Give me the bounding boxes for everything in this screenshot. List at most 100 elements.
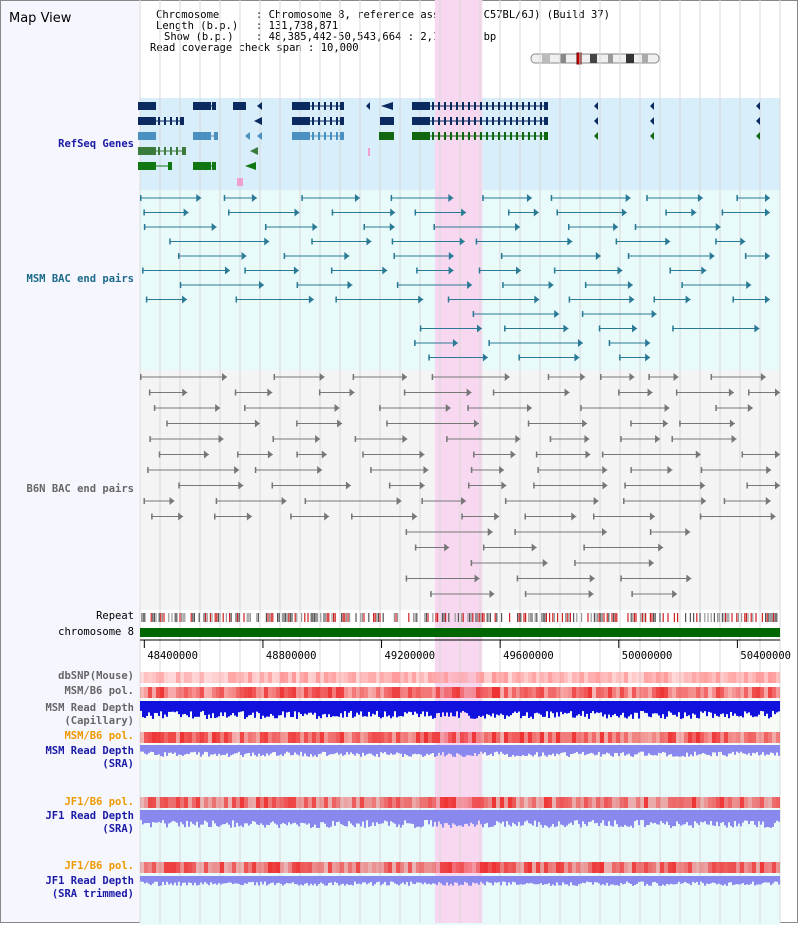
repeat-element <box>616 613 618 622</box>
msm-pol-cell <box>360 687 364 698</box>
msm-cap-depth-bar <box>602 701 604 717</box>
msm-sra-depth-bar <box>384 745 386 752</box>
dbsnp-cell <box>616 672 620 683</box>
msm-cap-depth-bar <box>492 701 494 714</box>
msm-cap-depth-bar <box>420 701 422 715</box>
dbsnp-cell <box>608 672 612 683</box>
repeat-element <box>229 613 231 622</box>
jf1-depth-bar <box>462 810 464 827</box>
jf1-pol2-cell <box>664 862 668 873</box>
msm-sra-depth-bar <box>246 745 248 754</box>
b6n-bac-end <box>334 404 340 412</box>
msm-sra-depth-bar <box>612 745 614 757</box>
msm-cap-depth-bar <box>200 701 202 712</box>
msm-sra-depth-bar <box>704 745 706 754</box>
jf1-pol2-cell <box>532 862 536 873</box>
refseq-gene-exon <box>480 117 482 125</box>
msm-cap-depth-bar <box>724 701 726 717</box>
jf1-depth-bar <box>500 810 502 824</box>
repeat-element <box>168 613 170 622</box>
msm-cap-depth-bar <box>572 701 574 718</box>
jf1-pol2-cell <box>144 862 148 873</box>
jf1-pol-cell <box>584 797 588 808</box>
jf1-pol-cell <box>460 797 464 808</box>
msm-cap-depth-bar <box>552 701 554 714</box>
msm-bac-end <box>476 324 482 333</box>
msm-sra-depth-bar <box>326 745 328 756</box>
b6n-bac-end <box>686 574 692 583</box>
jf1-trim-depth-bar <box>378 876 380 882</box>
jf1-pol2-cell <box>556 862 560 873</box>
jf1-depth-bar <box>364 810 366 828</box>
refseq-gene-exon <box>176 117 178 125</box>
msm-sra-depth-bar <box>608 745 610 754</box>
jf1-trim-depth-bar <box>290 876 292 884</box>
msm-cap-depth-bar <box>290 701 292 718</box>
msm-pol2-cell <box>168 732 172 743</box>
msm-sra-depth-bar <box>686 745 688 753</box>
msm-pol2-cell <box>324 732 328 743</box>
jf1-trim-depth-bar <box>462 876 464 885</box>
jf1-trim-depth-bar <box>382 876 384 884</box>
msm-pol2-cell <box>544 732 548 743</box>
jf1-depth-bar <box>190 810 192 822</box>
jf1-pol2-cell <box>576 862 580 873</box>
repeat-element <box>413 613 415 622</box>
msm-sra-depth-bar <box>328 745 330 755</box>
b6n-bac-end <box>524 591 527 597</box>
msm-sra-depth-bar <box>340 745 342 754</box>
msm-pol-cell <box>248 687 252 698</box>
refseq-gene-mark <box>237 178 243 186</box>
msm-sra-depth-bar <box>318 745 320 754</box>
jf1-depth-bar <box>484 810 486 824</box>
jf1-depth-bar <box>370 810 372 826</box>
dbsnp-cell <box>264 672 268 683</box>
dbsnp-cell <box>588 672 592 683</box>
jf1-trim-depth-bar <box>676 876 678 884</box>
repeat-element <box>155 613 157 622</box>
b6n-bac-end <box>412 512 418 521</box>
refseq-gene-exon <box>292 132 310 140</box>
msm-pol-cell <box>664 687 668 698</box>
jf1-pol2-cell <box>608 862 612 873</box>
b6n-bac-end <box>729 419 735 428</box>
msm-cap-depth-bar <box>594 701 596 714</box>
msm-bac-end <box>526 194 532 202</box>
jf1-pol2-cell <box>184 862 188 873</box>
msm-bac-end <box>507 209 510 216</box>
repeat-element <box>523 613 525 622</box>
msm-sra-depth-bar <box>706 745 708 755</box>
msm-pol-cell <box>640 687 644 698</box>
dbsnp-cell <box>412 672 416 683</box>
refseq-gene-exon <box>438 117 440 125</box>
dbsnp-cell <box>392 672 396 683</box>
msm-bac-end <box>228 209 230 216</box>
jf1-trim-depth-bar <box>254 876 256 886</box>
jf1-pol2-cell <box>308 862 312 873</box>
jf1-trim-depth-bar <box>206 876 208 884</box>
msm-sra-depth-bar <box>416 745 418 755</box>
jf1-depth-bar <box>670 810 672 828</box>
jf1-depth-bar <box>778 810 780 822</box>
jf1-pol-cell <box>280 797 284 808</box>
msm-cap-depth-bar <box>570 701 572 712</box>
jf1-trim-depth-bar <box>712 876 714 883</box>
dbsnp-cell <box>140 672 144 683</box>
chromosome-ideogram[interactable] <box>530 52 662 66</box>
b6n-bac-end <box>267 450 273 459</box>
msm-pol-cell <box>444 687 448 698</box>
jf1-trim-depth-bar <box>238 876 240 884</box>
msm-cap-depth-bar <box>234 701 236 716</box>
msm-sra-depth-bar <box>524 745 526 756</box>
msm-pol2-cell <box>520 732 524 743</box>
jf1-trim-depth-bar <box>736 876 738 885</box>
msm-pol2-cell <box>636 732 640 743</box>
repeat-element <box>288 613 290 622</box>
msm-bac-end <box>701 266 707 275</box>
jf1-depth-bar <box>742 810 744 823</box>
jf1-trim-depth-bar <box>636 876 638 884</box>
repeat-element <box>518 613 520 622</box>
repeat-element <box>645 613 647 622</box>
refseq-gene-exon <box>462 132 464 140</box>
